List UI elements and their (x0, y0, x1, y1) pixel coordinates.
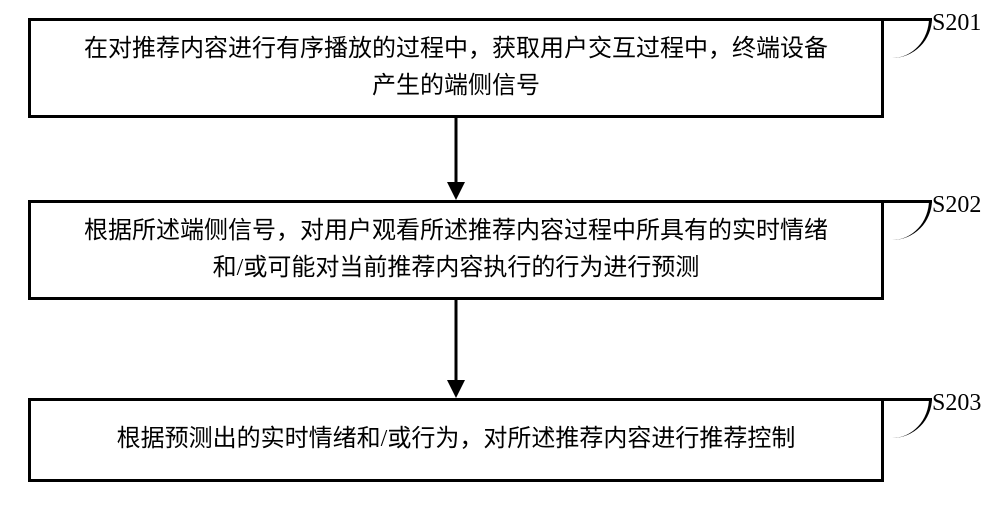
label-callout-s201 (884, 18, 932, 58)
step-label-s202: S202 (932, 192, 981, 219)
label-callout-s202 (884, 200, 932, 240)
node-text: 根据预测出的实时情绪和/或行为，对所述推荐内容进行推荐控制 (117, 421, 796, 458)
arrow-s201-s202 (441, 118, 471, 200)
flowchart-canvas: 在对推荐内容进行有序播放的过程中，获取用户交互过程中，终端设备 产生的端侧信号 … (0, 0, 1000, 520)
flowchart-node-s203: 根据预测出的实时情绪和/或行为，对所述推荐内容进行推荐控制 (28, 398, 884, 482)
flowchart-node-s201: 在对推荐内容进行有序播放的过程中，获取用户交互过程中，终端设备 产生的端侧信号 (28, 18, 884, 118)
label-callout-s203 (884, 398, 932, 438)
step-label-s203: S203 (932, 390, 981, 417)
node-text: 在对推荐内容进行有序播放的过程中，获取用户交互过程中，终端设备 产生的端侧信号 (84, 31, 828, 105)
node-text: 根据所述端侧信号，对用户观看所述推荐内容过程中所具有的实时情绪 和/或可能对当前… (84, 213, 828, 287)
step-label-s201: S201 (932, 10, 981, 37)
arrow-s202-s203 (441, 300, 471, 398)
flowchart-node-s202: 根据所述端侧信号，对用户观看所述推荐内容过程中所具有的实时情绪 和/或可能对当前… (28, 200, 884, 300)
